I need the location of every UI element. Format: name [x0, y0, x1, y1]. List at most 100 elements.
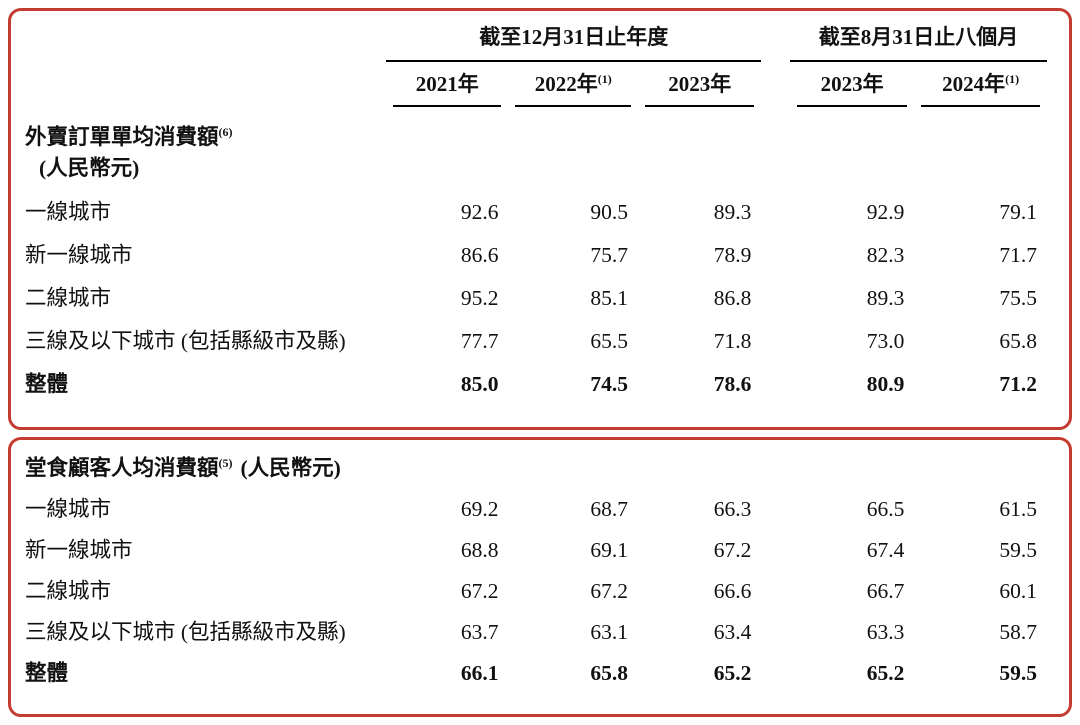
- value-cell: 85.0: [460, 371, 499, 396]
- value-cell: 71.2: [999, 371, 1037, 396]
- value-cell: 65.2: [713, 661, 752, 686]
- period-label: 截至8月31日止八個月: [818, 25, 1019, 49]
- currency-unit-label: (人民幣元): [240, 456, 341, 480]
- value-cell: 63.1: [590, 620, 628, 645]
- spacer-row: [21, 107, 1047, 117]
- year-label: 2023年: [645, 71, 755, 107]
- value-cell: 60.1: [999, 579, 1037, 604]
- period-header-annual: 截至12月31日止年度: [386, 21, 762, 63]
- value-cell: 80.9: [866, 371, 905, 396]
- value-cell: 59.5: [999, 661, 1037, 686]
- value-cell: 69.1: [590, 538, 628, 563]
- year-header-2024: 2024年(1): [914, 61, 1047, 107]
- section-subtitle-currency: (人民幣元): [21, 154, 1047, 191]
- value-cell: 67.2: [590, 579, 628, 604]
- year-header-2023-interim: 2023年: [790, 61, 914, 107]
- column-gap: [761, 363, 790, 406]
- column-gap: [761, 653, 790, 694]
- footnote-sup: (1): [597, 72, 612, 87]
- value-cell: 65.8: [999, 328, 1037, 353]
- currency-unit-label: (人民幣元): [39, 155, 140, 180]
- row-label: 新一線城市: [25, 242, 133, 267]
- table-row-overall: 整體 85.0 74.5 78.6 80.9 71.2: [21, 363, 1047, 406]
- value-cell: 67.2: [713, 538, 752, 563]
- value-cell: 86.8: [713, 285, 752, 310]
- dinein-table-box: 堂食顧客人均消費額(5) (人民幣元) 一線城市 69.2 68.7 66.3 6…: [8, 437, 1072, 717]
- row-label: 二線城市: [25, 285, 112, 310]
- row-label: 二線城市: [25, 579, 112, 604]
- value-cell: 75.7: [590, 242, 628, 267]
- column-gap: [761, 530, 790, 571]
- period-label: 截至12月31日止年度: [479, 25, 669, 49]
- value-cell: 82.3: [866, 242, 905, 267]
- value-cell: 78.6: [713, 371, 752, 396]
- value-cell: 75.5: [999, 285, 1037, 310]
- column-gap: [761, 61, 790, 106]
- value-cell: 58.7: [999, 620, 1037, 645]
- empty-cell: [21, 61, 386, 106]
- column-gap: [761, 489, 790, 530]
- year-label: 2021年: [393, 71, 502, 107]
- value-cell: 61.5: [999, 497, 1037, 522]
- column-gap: [761, 277, 790, 320]
- value-cell: 86.6: [460, 242, 499, 267]
- takeaway-table-box: 截至12月31日止年度 截至8月31日止八個月 2021年 2022年(1) 2…: [8, 8, 1072, 430]
- footnote-sup: (1): [1005, 72, 1020, 87]
- value-cell: 66.3: [713, 497, 752, 522]
- value-cell: 89.3: [866, 285, 905, 310]
- section-title-takeaway: 外賣訂單單均消費額(6): [21, 117, 1047, 154]
- value-cell: 71.8: [713, 328, 752, 353]
- value-cell: 89.3: [713, 199, 752, 224]
- value-cell: 66.5: [866, 497, 905, 522]
- column-gap: [761, 234, 790, 277]
- value-cell: 71.7: [999, 242, 1037, 267]
- footnote-sup: (5): [218, 455, 233, 470]
- year-label: 2024年(1): [921, 71, 1040, 107]
- value-cell: 59.5: [999, 538, 1037, 563]
- value-cell: 66.7: [866, 579, 905, 604]
- dinein-table: 堂食顧客人均消費額(5) (人民幣元) 一線城市 69.2 68.7 66.3 6…: [21, 450, 1047, 694]
- year-header-2021: 2021年: [386, 61, 508, 107]
- year-header-2022: 2022年(1): [508, 61, 638, 107]
- row-label: 一線城市: [25, 497, 112, 522]
- value-cell: 63.3: [866, 620, 905, 645]
- table-row-tier3-below: 三線及以下城市 (包括縣級市及縣) 63.7 63.1 63.4 63.3 58…: [21, 612, 1047, 653]
- takeaway-table: 截至12月31日止年度 截至8月31日止八個月 2021年 2022年(1) 2…: [21, 21, 1047, 406]
- column-gap: [761, 571, 790, 612]
- row-label: 整體: [25, 371, 69, 396]
- value-cell: 85.1: [590, 285, 628, 310]
- year-header-row: 2021年 2022年(1) 2023年 2023年 2024年(1): [21, 61, 1047, 107]
- value-cell: 73.0: [866, 328, 905, 353]
- table-row-overall: 整體 66.1 65.8 65.2 65.2 59.5: [21, 653, 1047, 694]
- table-row-new-tier1: 新一線城市 68.8 69.1 67.2 67.4 59.5: [21, 530, 1047, 571]
- period-header-eight-months: 截至8月31日止八個月: [789, 21, 1047, 63]
- value-cell: 65.8: [590, 661, 628, 686]
- row-label: 整體: [25, 661, 69, 686]
- table-row-new-tier1: 新一線城市 86.6 75.7 78.9 82.3 71.7: [21, 234, 1047, 277]
- column-gap: [761, 21, 790, 61]
- value-cell: 95.2: [460, 285, 499, 310]
- value-cell: 92.9: [866, 199, 905, 224]
- row-label: 三線及以下城市 (包括縣級市及縣): [25, 620, 346, 645]
- empty-cell: [21, 21, 386, 61]
- section-subtitle-row: (人民幣元): [21, 154, 1047, 191]
- section-title-text: 堂食顧客人均消費額: [25, 456, 219, 480]
- table-row-tier1: 一線城市 92.6 90.5 89.3 92.9 79.1: [21, 191, 1047, 234]
- value-cell: 67.2: [460, 579, 499, 604]
- value-cell: 65.2: [866, 661, 905, 686]
- row-label: 三線及以下城市 (包括縣級市及縣): [25, 328, 346, 353]
- table-row-tier2: 二線城市 95.2 85.1 86.8 89.3 75.5: [21, 277, 1047, 320]
- section-title-row: 外賣訂單單均消費額(6): [21, 117, 1047, 154]
- value-cell: 66.1: [460, 661, 499, 686]
- year-label: 2023年: [796, 71, 908, 107]
- value-cell: 68.8: [460, 538, 499, 563]
- section-title-dinein: 堂食顧客人均消費額(5) (人民幣元): [21, 450, 1047, 489]
- value-cell: 68.7: [590, 497, 628, 522]
- value-cell: 69.2: [460, 497, 499, 522]
- section-title-row: 堂食顧客人均消費額(5) (人民幣元): [21, 450, 1047, 489]
- value-cell: 65.5: [590, 328, 628, 353]
- year-label: 2022年(1): [515, 71, 631, 107]
- value-cell: 63.4: [713, 620, 752, 645]
- column-gap: [761, 191, 790, 234]
- table-row-tier2: 二線城市 67.2 67.2 66.6 66.7 60.1: [21, 571, 1047, 612]
